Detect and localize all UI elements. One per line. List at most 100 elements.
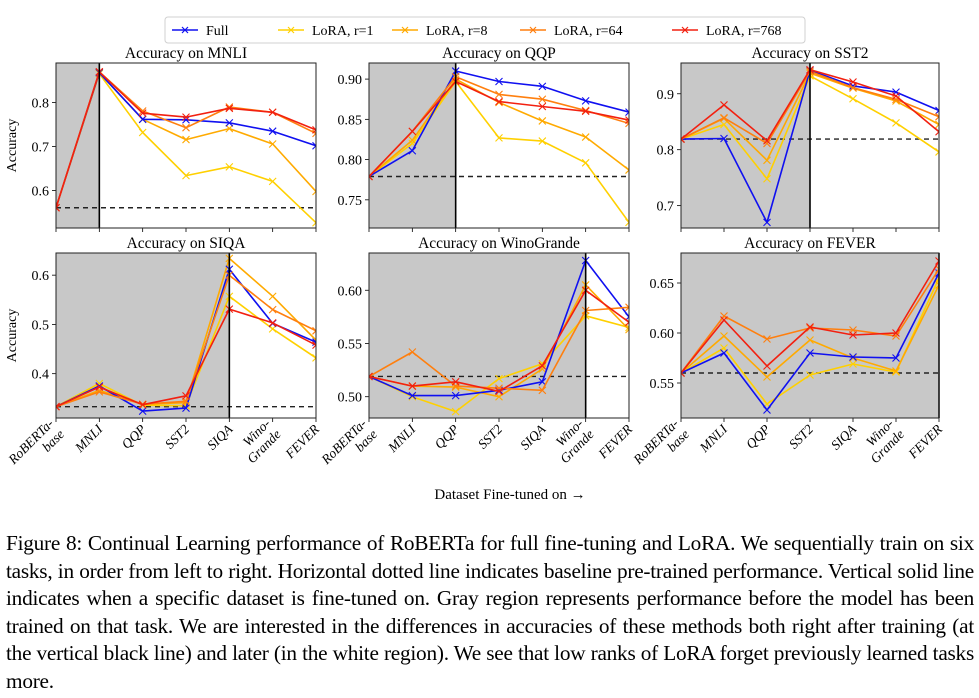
data-point-marker <box>268 292 277 301</box>
data-point-marker <box>849 78 857 86</box>
data-point-marker <box>408 136 417 145</box>
untrained-region <box>681 253 939 418</box>
data-point-marker <box>495 77 503 86</box>
subplot-title: Accuracy on QQP <box>442 45 556 62</box>
plot-frame <box>680 62 940 229</box>
legend-label: LoRA, r=1 <box>312 24 374 39</box>
y-tick-label: 0.9 <box>657 88 675 103</box>
data-point-marker <box>849 353 857 361</box>
data-point-marker <box>451 391 460 400</box>
y-tick-label: 0.55 <box>650 377 675 392</box>
data-point-marker <box>182 123 190 132</box>
y-tick-label: 0.65 <box>650 277 675 292</box>
x-tick-label: SST2 <box>475 421 505 451</box>
legend-label: LoRA, r=64 <box>554 24 623 39</box>
legend: Full LoRA, r=1 LoRA, r=8 LoRA, r=64 LoRA, r=… <box>164 16 806 44</box>
data-point-marker <box>935 148 939 156</box>
data-point-marker <box>408 146 417 155</box>
y-tick-label: 0.6 <box>32 269 50 284</box>
x-tick-label: SST2 <box>162 421 192 451</box>
subplot-title: Accuracy on SIQA <box>127 235 247 252</box>
subplot-title: Accuracy on WinoGrande <box>418 235 580 252</box>
data-point-marker <box>538 386 547 395</box>
y-tick-label: 0.75 <box>338 194 363 209</box>
data-point-marker <box>268 177 277 186</box>
x-tick-label: Wino-Grande <box>233 416 284 467</box>
data-point-marker <box>763 406 771 414</box>
data-point-marker <box>538 377 547 386</box>
data-point-marker <box>849 83 857 92</box>
data-point-marker <box>268 140 277 148</box>
data-point-marker <box>182 391 190 400</box>
data-point-marker <box>763 174 771 183</box>
data-point-marker <box>581 158 590 167</box>
data-point-marker <box>806 336 814 344</box>
data-point-marker <box>581 106 590 115</box>
legend-item-lora-r-8: LoRA, r=8 <box>392 24 488 39</box>
data-point-marker <box>369 172 373 181</box>
x-tick-label: Wino-Grande <box>857 416 908 467</box>
data-point-marker <box>763 218 771 227</box>
subplot-siqa: Accuracy on SIQA 0.4 0.5 0.6 Accuracy RoBERTa… <box>5 235 323 479</box>
y-tick-label: 0.80 <box>338 154 363 169</box>
legend-item-lora-r-768: LoRA, r=768 <box>672 24 782 39</box>
plot-frame <box>368 62 630 229</box>
legend-label: LoRA, r=768 <box>706 24 782 39</box>
y-tick-label: 0.8 <box>32 97 50 112</box>
data-point-marker <box>538 137 547 145</box>
legend-item-lora-r-1: LoRA, r=1 <box>278 24 374 39</box>
data-point-marker <box>312 141 316 150</box>
x-tick-label: RoBERTa-base <box>630 416 693 479</box>
x-tick-label: RoBERTa-base <box>318 416 381 479</box>
legend-label: Full <box>206 24 229 39</box>
data-point-marker <box>720 316 728 324</box>
data-point-marker <box>763 156 771 165</box>
legend-label: LoRA, r=8 <box>426 24 488 39</box>
data-point-marker <box>720 120 728 129</box>
plot-frame <box>55 62 317 229</box>
data-point-marker <box>538 102 547 111</box>
data-point-marker <box>538 95 547 104</box>
data-point-marker <box>625 119 629 128</box>
data-point-marker <box>312 218 316 227</box>
data-point-marker <box>806 323 814 331</box>
untrained-region <box>369 63 456 228</box>
data-point-marker <box>720 349 728 357</box>
data-point-marker <box>849 354 857 362</box>
data-point-marker <box>935 106 939 115</box>
data-point-marker <box>625 218 629 227</box>
y-tick-label: 0.7 <box>657 200 675 215</box>
data-point-marker <box>408 348 417 356</box>
data-point-marker <box>408 391 417 400</box>
data-point-marker <box>138 109 147 118</box>
data-point-marker <box>408 382 417 390</box>
data-point-marker <box>268 305 277 314</box>
data-point-marker <box>538 117 547 125</box>
x-tick-label: Wino-Grande <box>546 416 597 467</box>
legend-marker-x <box>529 26 537 34</box>
data-point-marker <box>625 166 629 174</box>
x-tick-label: RoBERTa-base <box>5 416 68 479</box>
x-tick-label: MNLI <box>696 420 731 455</box>
data-point-marker <box>849 94 857 103</box>
data-point-marker <box>935 257 939 265</box>
data-point-marker <box>138 400 147 409</box>
data-point-marker <box>763 362 771 370</box>
subplot-mnli: Accuracy on MNLI 0.6 0.7 0.8 Accuracy <box>5 45 317 232</box>
legend-marker-x <box>681 26 689 34</box>
x-tick-label: SST2 <box>786 421 816 451</box>
data-point-marker <box>495 133 503 142</box>
y-tick-label: 0.5 <box>32 318 50 333</box>
subplot-grid: Accuracy on MNLI0.60.70.8AccuracyAccurac… <box>5 45 946 479</box>
x-tick-label: SIQA <box>828 421 860 453</box>
data-point-marker <box>138 407 147 415</box>
y-tick-label: 0.7 <box>32 141 50 156</box>
legend-marker-x <box>181 26 189 34</box>
y-tick-label: 0.60 <box>650 327 675 342</box>
data-point-marker <box>495 387 503 396</box>
y-tick-label: 0.90 <box>338 73 363 88</box>
x-axis-label: Dataset Fine-tuned on → <box>434 487 585 503</box>
data-point-marker <box>763 373 771 381</box>
figure-caption: Figure 8: Continual Learning performance… <box>6 531 974 693</box>
data-point-marker <box>892 118 900 127</box>
